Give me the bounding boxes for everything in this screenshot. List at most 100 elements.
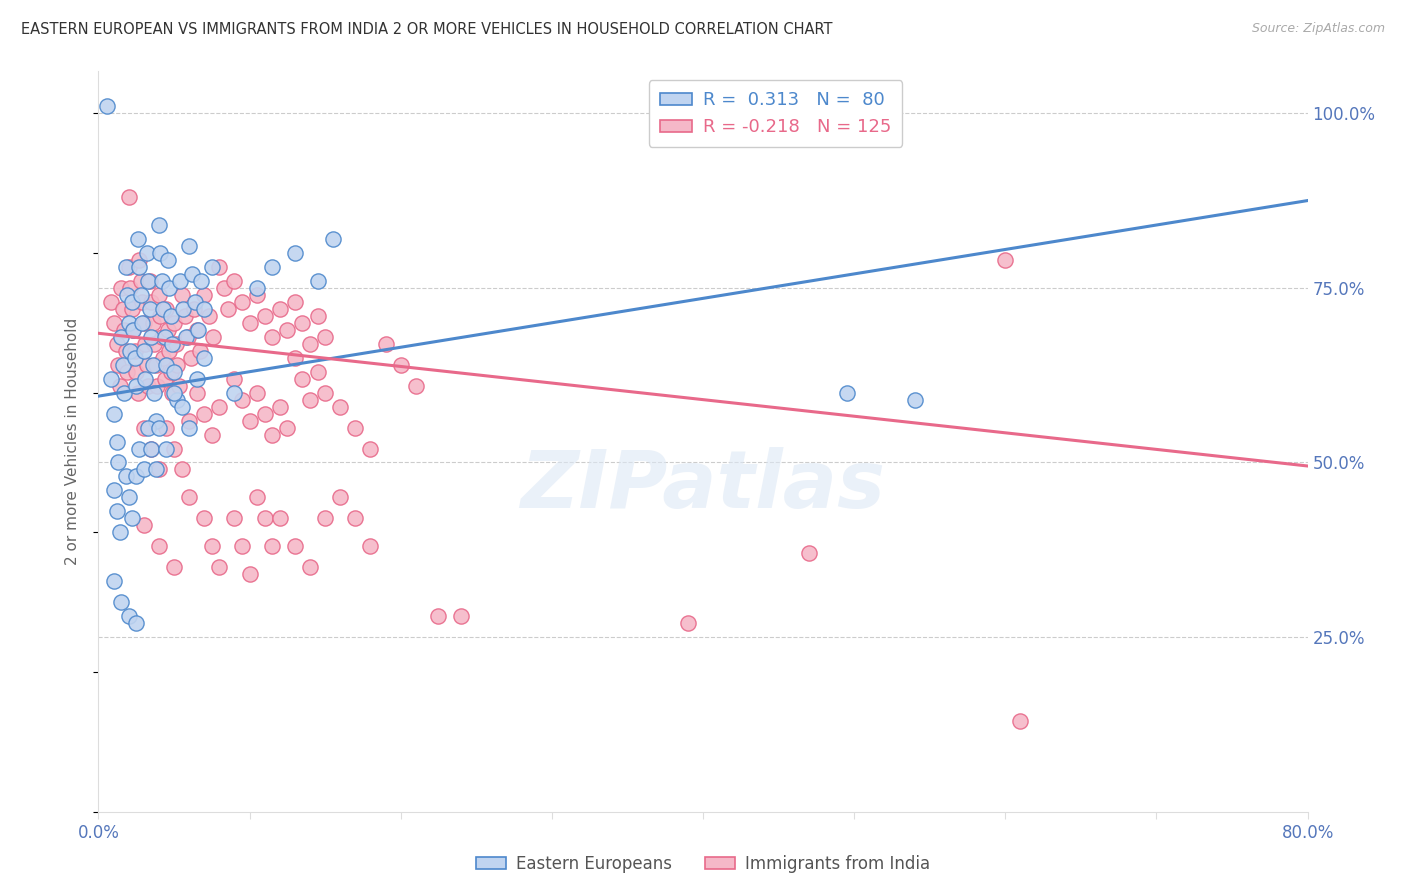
Point	[208, 560, 231, 574]
Point	[224, 385, 246, 400]
Point	[262, 260, 284, 274]
Point	[193, 511, 215, 525]
Point	[170, 288, 193, 302]
Point	[114, 260, 136, 274]
Point	[118, 190, 141, 204]
Text: EASTERN EUROPEAN VS IMMIGRANTS FROM INDIA 2 OR MORE VEHICLES IN HOUSEHOLD CORREL: EASTERN EUROPEAN VS IMMIGRANTS FROM INDI…	[21, 22, 832, 37]
Point	[299, 392, 322, 407]
Point	[291, 316, 314, 330]
Point	[201, 427, 224, 442]
Point	[107, 358, 129, 372]
Point	[100, 372, 122, 386]
Point	[269, 400, 291, 414]
Point	[193, 301, 215, 316]
Y-axis label: 2 or more Vehicles in Household: 2 or more Vehicles in Household	[65, 318, 80, 566]
Point	[217, 301, 239, 316]
Point	[329, 491, 352, 505]
Point	[167, 378, 190, 392]
Point	[314, 330, 336, 344]
Point	[124, 351, 146, 365]
Point	[132, 462, 155, 476]
Point	[344, 420, 367, 434]
Point	[188, 343, 211, 358]
Point	[262, 539, 284, 553]
Point	[128, 260, 150, 274]
Point	[105, 504, 128, 518]
Point	[291, 372, 314, 386]
Point	[139, 274, 162, 288]
Point	[142, 358, 165, 372]
Point	[427, 609, 450, 624]
Point	[179, 414, 201, 428]
Point	[239, 567, 262, 582]
Point	[131, 294, 153, 309]
Point	[181, 267, 204, 281]
Point	[103, 483, 125, 498]
Point	[115, 365, 138, 379]
Point	[153, 330, 176, 344]
Point	[155, 442, 177, 456]
Point	[127, 232, 149, 246]
Point	[127, 385, 149, 400]
Point	[129, 274, 152, 288]
Point	[224, 372, 246, 386]
Point	[105, 336, 128, 351]
Point	[141, 442, 163, 456]
Point	[269, 301, 291, 316]
Point	[184, 294, 207, 309]
Point	[121, 301, 143, 316]
Point	[136, 274, 159, 288]
Point	[155, 358, 177, 372]
Point	[299, 336, 322, 351]
Point	[186, 385, 208, 400]
Point	[994, 252, 1017, 267]
Point	[163, 316, 186, 330]
Point	[172, 301, 194, 316]
Point	[162, 336, 184, 351]
Point	[187, 323, 209, 337]
Point	[183, 301, 205, 316]
Point	[163, 365, 186, 379]
Point	[360, 539, 382, 553]
Point	[135, 246, 157, 260]
Point	[284, 246, 307, 260]
Point	[186, 372, 208, 386]
Point	[202, 330, 225, 344]
Point	[284, 539, 307, 553]
Point	[124, 343, 146, 358]
Point	[246, 491, 269, 505]
Point	[299, 560, 322, 574]
Point	[107, 455, 129, 469]
Point	[112, 323, 135, 337]
Point	[122, 323, 145, 337]
Point	[103, 407, 125, 421]
Point	[190, 274, 212, 288]
Point	[110, 281, 132, 295]
Point	[405, 378, 427, 392]
Point	[145, 414, 167, 428]
Point	[208, 260, 231, 274]
Point	[128, 442, 150, 456]
Point	[166, 358, 188, 372]
Point	[125, 469, 148, 483]
Point	[111, 301, 134, 316]
Point	[145, 358, 167, 372]
Point	[314, 511, 336, 525]
Point	[132, 316, 155, 330]
Point	[174, 330, 197, 344]
Point	[253, 407, 276, 421]
Point	[100, 294, 122, 309]
Point	[186, 323, 208, 337]
Point	[105, 434, 128, 449]
Point	[143, 336, 166, 351]
Point	[231, 294, 253, 309]
Point	[125, 378, 148, 392]
Point	[904, 392, 927, 407]
Point	[253, 511, 276, 525]
Point	[166, 392, 188, 407]
Point	[134, 372, 156, 386]
Point	[165, 336, 187, 351]
Point	[170, 462, 193, 476]
Point	[128, 252, 150, 267]
Point	[173, 309, 195, 323]
